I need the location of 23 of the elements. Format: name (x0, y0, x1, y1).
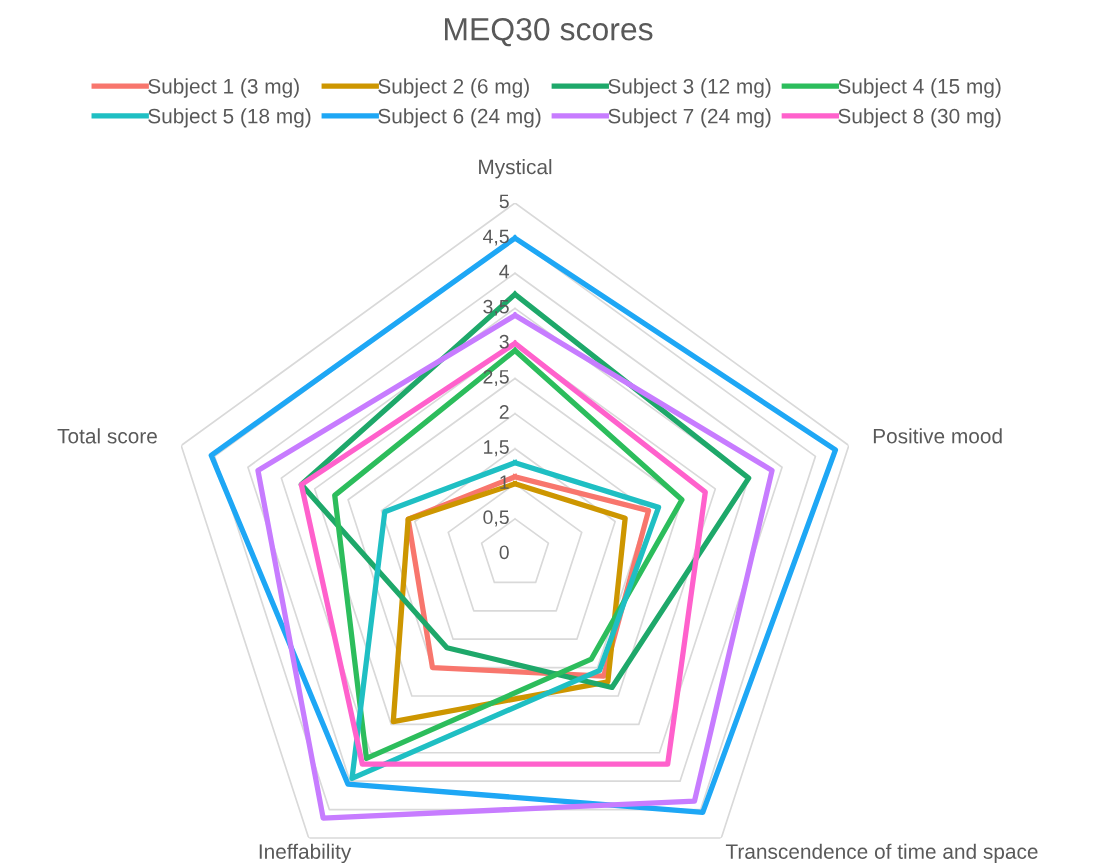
y-tick-label: 2 (499, 405, 509, 419)
y-tick-label: 0,5 (483, 510, 509, 527)
legend-label: Subject 3 (12 mg) (608, 78, 771, 98)
legend-label: Subject 5 (18 mg) (148, 108, 311, 128)
y-tick-label: 0 (499, 545, 509, 560)
spoke-label: Total score (57, 428, 157, 444)
y-tick-label: 5 (499, 194, 509, 209)
y-tick-label: 3 (499, 334, 509, 349)
legend-label: Subject 1 (3 mg) (148, 78, 299, 98)
y-tick-label: 2,5 (483, 369, 509, 387)
legend-label: Subject 8 (30 mg) (838, 108, 1001, 128)
chart-title: MEQ30 scores (445, 17, 653, 47)
legend-label: Subject 2 (6 mg) (378, 78, 529, 98)
spoke-label: Ineffability (259, 843, 352, 863)
spoke-label: Transcendence of time and space (725, 843, 1038, 863)
y-tick-label: 4,5 (483, 229, 509, 246)
spoke-label: Positive mood (873, 428, 1002, 444)
legend-label: Subject 4 (15 mg) (838, 78, 1001, 98)
spoke-label: Mystical (479, 159, 552, 179)
legend-label: Subject 6 (24 mg) (378, 108, 541, 128)
y-tick-label: 4 (499, 264, 510, 279)
legend-label: Subject 7 (24 mg) (608, 108, 771, 128)
y-tick-label: 1,5 (484, 440, 509, 457)
